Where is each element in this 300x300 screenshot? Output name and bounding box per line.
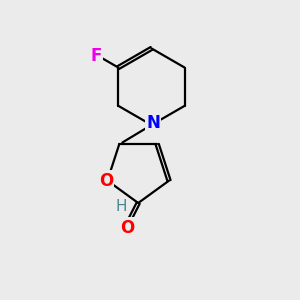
Text: F: F xyxy=(91,47,102,65)
Text: O: O xyxy=(120,219,135,237)
Text: N: N xyxy=(146,115,160,133)
Text: H: H xyxy=(115,199,127,214)
Text: O: O xyxy=(99,172,113,190)
